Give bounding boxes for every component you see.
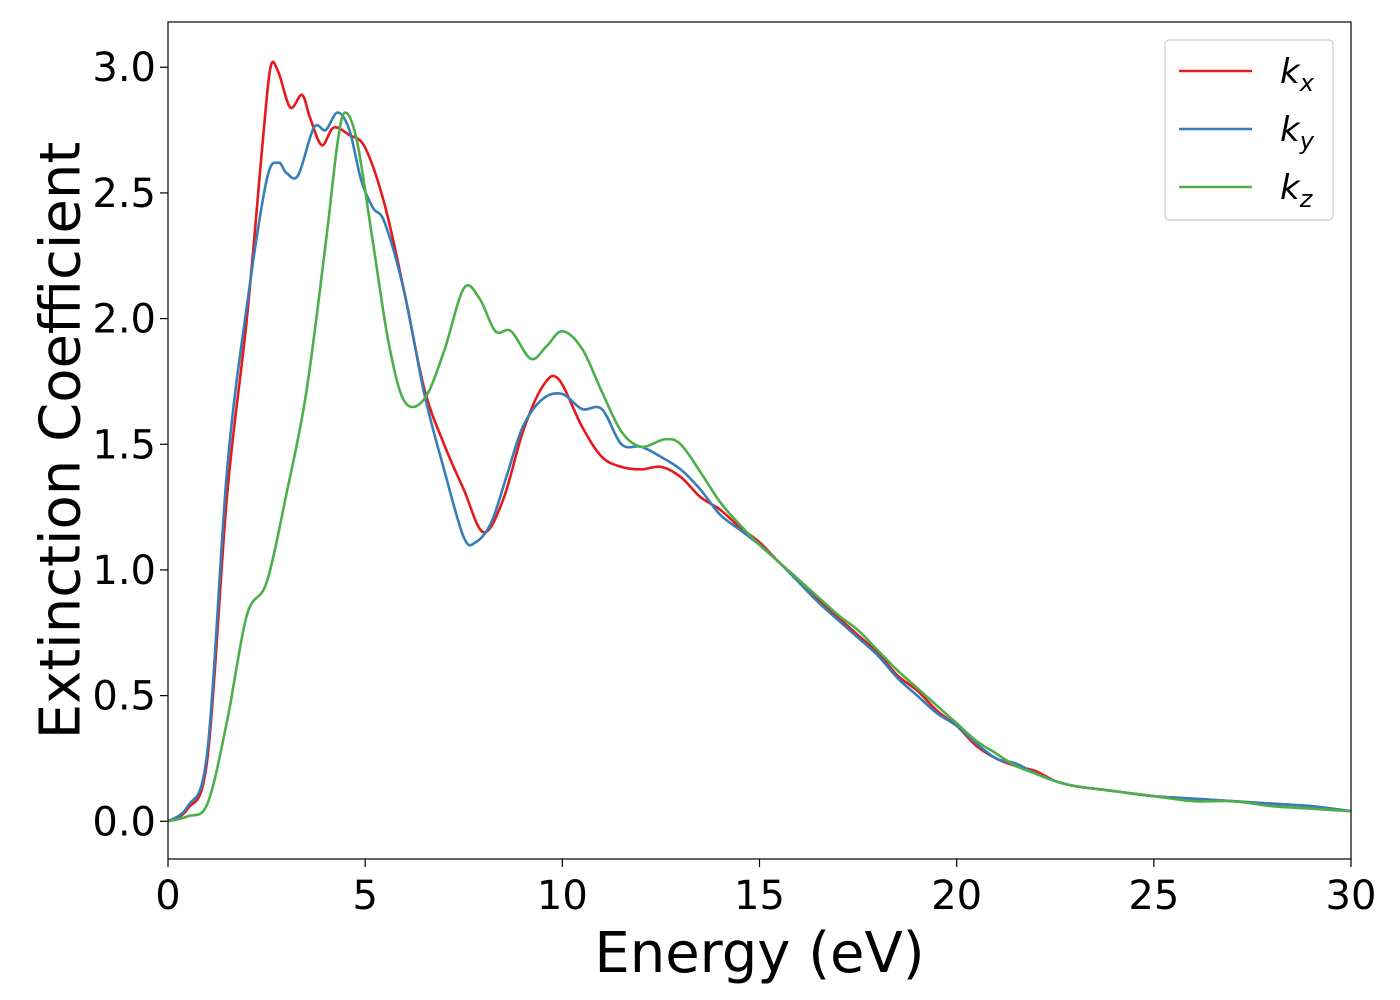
series-layer (168, 60, 1351, 823)
y-tick-label: 0.5 (92, 674, 156, 720)
x-axis: 0 5 10 15 20 25 30 (155, 859, 1376, 919)
y-tick-label: 1.0 (92, 548, 156, 594)
y-tick-label: 2.5 (92, 171, 156, 217)
y-axis-title: Extinction Coefficient (29, 142, 94, 740)
x-tick-label: 5 (352, 873, 377, 919)
y-tick-label: 0.0 (92, 799, 156, 845)
series-line-ky (168, 111, 1351, 823)
x-axis-title: Energy (eV) (594, 921, 924, 986)
plot-background (168, 22, 1351, 859)
y-tick-label: 3.0 (92, 45, 156, 91)
y-tick-label: 2.0 (92, 297, 156, 343)
y-axis: 0.0 0.5 1.0 1.5 2.0 2.5 3.0 (92, 45, 168, 845)
x-tick-label: 10 (537, 873, 588, 919)
x-tick-label: 0 (155, 873, 180, 919)
x-tick-label: 30 (1326, 873, 1377, 919)
x-tick-label: 20 (931, 873, 982, 919)
x-tick-label: 15 (734, 873, 785, 919)
y-tick-label: 1.5 (92, 422, 156, 468)
series-line-kz (168, 111, 1351, 823)
x-tick-label: 25 (1128, 873, 1179, 919)
